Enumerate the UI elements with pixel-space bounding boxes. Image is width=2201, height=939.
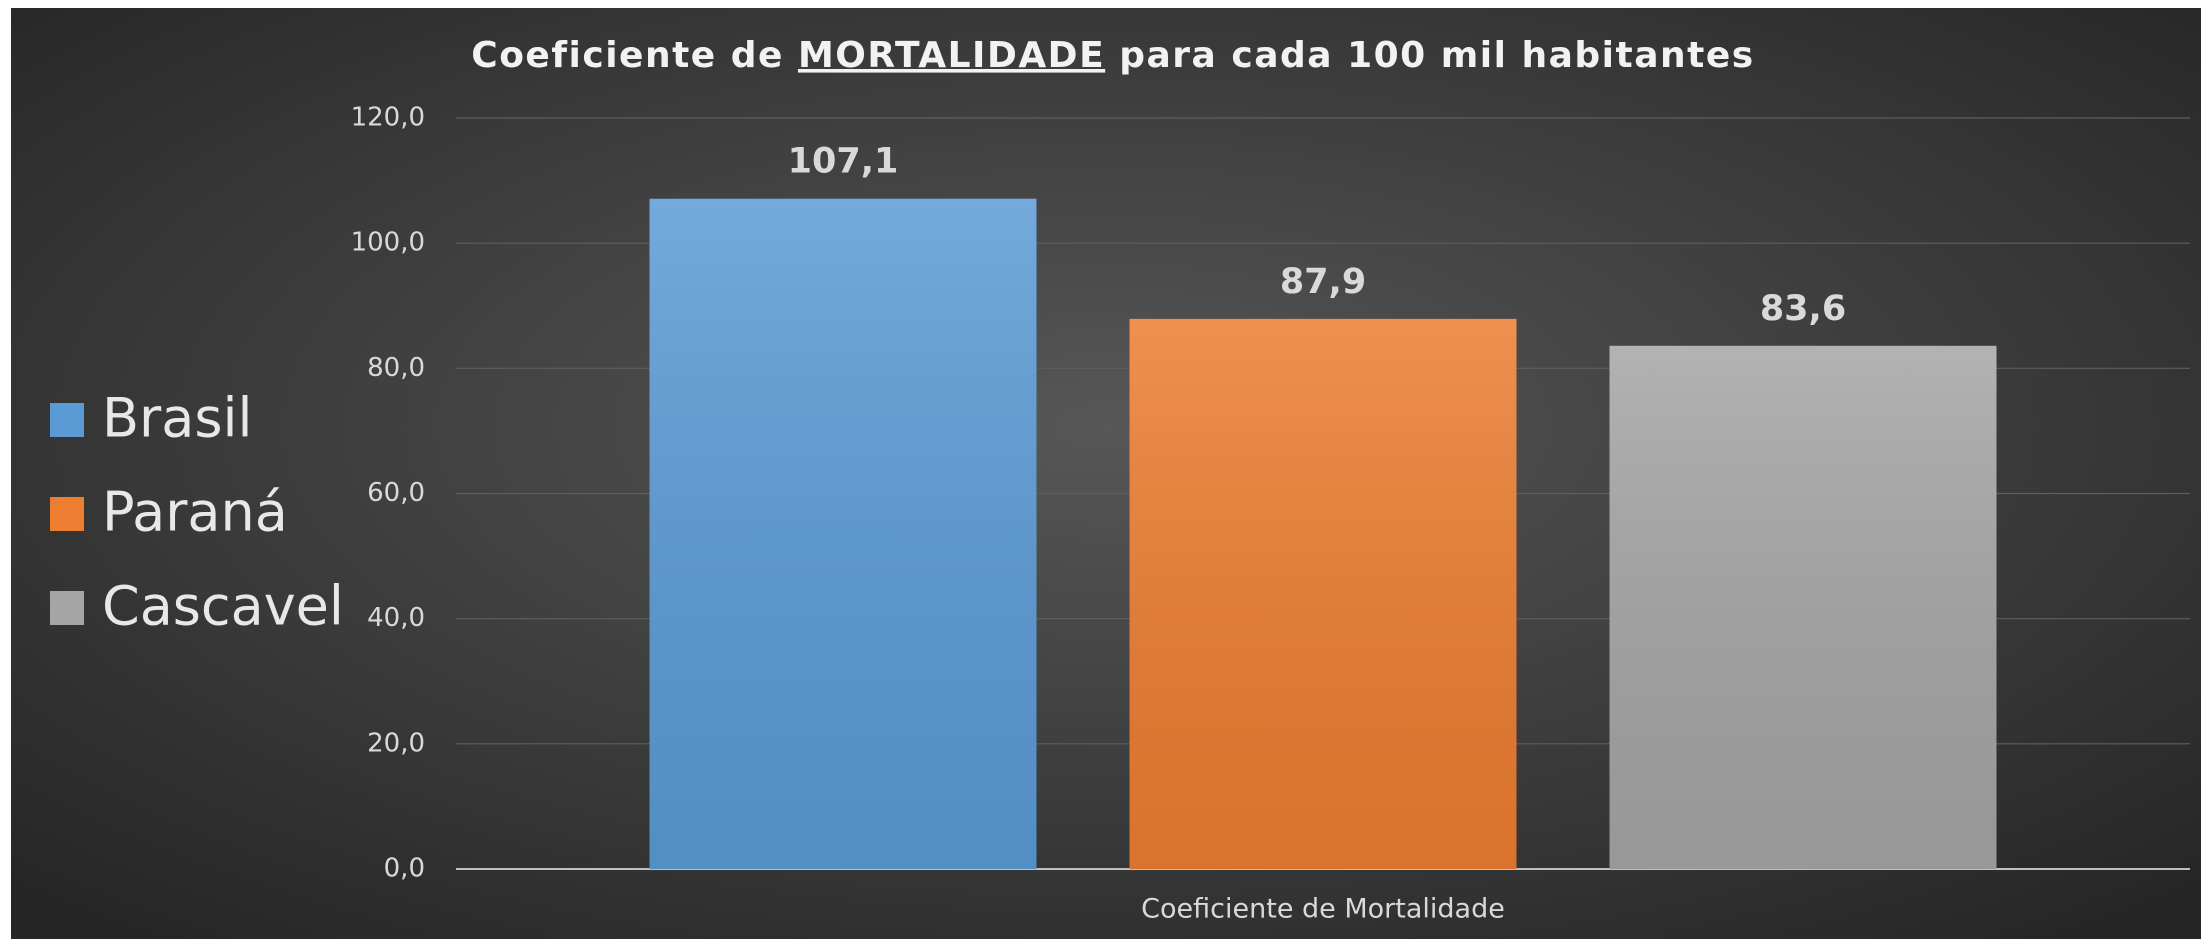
bar [1129,318,1517,870]
data-label: 107,1 [788,142,899,182]
legend-label: Paraná [102,481,288,544]
y-tick-label: 40,0 [367,603,425,633]
title-part: MORTALIDADE [798,35,1105,76]
chart-title: Coeficiente de MORTALIDADE para cada 100… [471,35,1754,76]
title-part: para cada 100 mil habitantes [1105,35,1755,76]
y-tick-label: 80,0 [367,353,425,383]
y-tick-label: 100,0 [351,228,425,258]
bar [649,198,1037,870]
data-label: 87,9 [1280,262,1366,302]
legend-label: Cascavel [102,575,344,638]
title-part: Coeficiente de [471,35,798,76]
legend-swatch [50,403,84,437]
data-label: 83,6 [1760,289,1846,329]
y-tick-label: 20,0 [367,728,425,758]
y-tick-label: 0,0 [384,854,425,884]
x-tick-label: Coeficiente de Mortalidade [1141,894,1505,925]
legend-swatch [50,497,84,531]
bar [1609,345,1997,869]
y-tick-label: 120,0 [351,103,425,133]
legend-swatch [50,591,84,625]
legend-label: Brasil [102,387,252,450]
y-tick-label: 60,0 [367,478,425,508]
